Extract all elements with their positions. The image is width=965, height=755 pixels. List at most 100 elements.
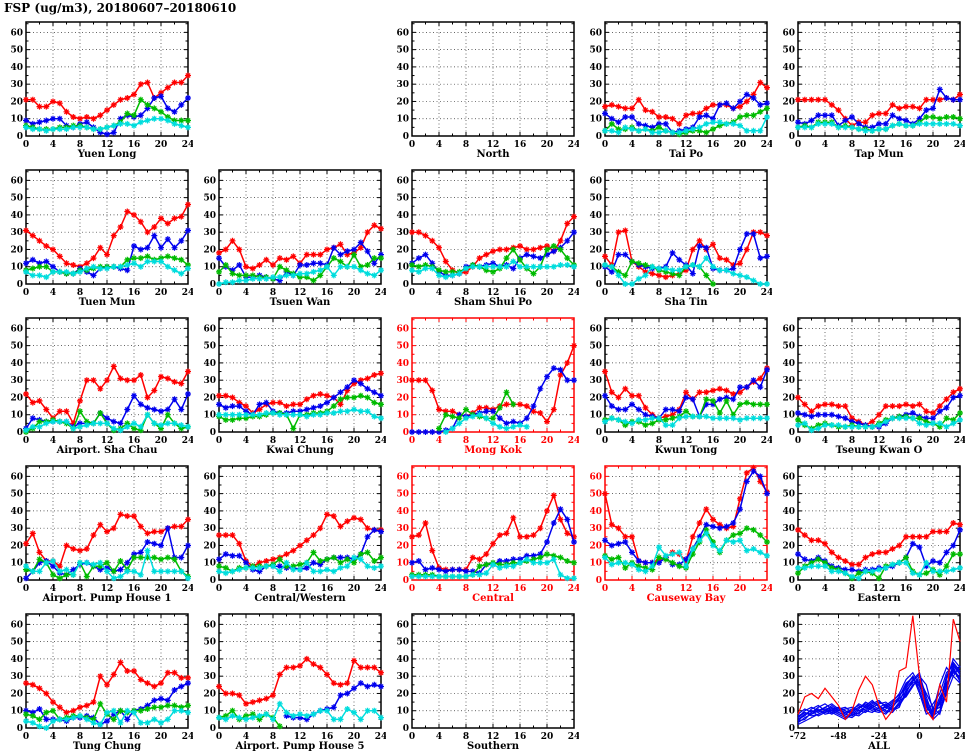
y-tick-label: 50 xyxy=(203,194,216,204)
series-markers-cyan xyxy=(23,258,191,281)
series-markers-red xyxy=(216,655,384,707)
x-tick-label: 0 xyxy=(916,732,922,742)
x-tick-label: 24 xyxy=(568,140,579,150)
x-tick-label: 0 xyxy=(216,584,222,594)
chart-svg: 0 10 20 30 40 50 60 0 4 8 12 16 20 24 Kwun Tong xyxy=(589,317,773,456)
y-tick-label: 10 xyxy=(10,263,23,273)
chart-svg: 0 10 20 30 40 50 60 0 4 8 12 16 20 24 Yuen Long xyxy=(10,21,194,160)
x-tick-label: 16 xyxy=(900,140,913,150)
x-tick-label: 24 xyxy=(375,288,386,298)
y-tick-label: 30 xyxy=(782,80,795,90)
x-tick-label: 24 xyxy=(568,584,579,594)
series-line-blue xyxy=(797,670,961,715)
y-tick-label: 10 xyxy=(10,559,23,569)
y-tick-label: 50 xyxy=(203,638,216,648)
y-tick-label: 60 xyxy=(396,620,409,630)
x-tick-label: 8 xyxy=(77,140,83,150)
chart-svg: 0 10 20 30 40 50 60 0 4 8 12 16 20 24 Airport. Pump Ho… xyxy=(10,465,194,604)
series-markers-cyan xyxy=(23,115,191,134)
y-tick-label: 40 xyxy=(10,359,23,369)
x-tick-label: 20 xyxy=(155,140,168,150)
y-tick-label: 60 xyxy=(203,324,216,334)
chart-svg: 0 10 20 30 40 50 60 0 4 8 12 16 20 24 Sha Tin xyxy=(589,169,773,308)
y-tick-label: 60 xyxy=(203,472,216,482)
chart-svg: 0 10 20 30 40 50 60 0 4 8 12 16 20 24 Tung Chung xyxy=(10,613,194,752)
y-tick-label: 0 xyxy=(596,576,602,586)
y-tick-label: 40 xyxy=(10,655,23,665)
chart-svg: 0 10 20 30 40 50 60 0 4 8 12 16 20 24 Airport. Sha Cha… xyxy=(10,317,194,456)
series-markers-red xyxy=(23,363,191,427)
x-tick-label: 20 xyxy=(927,436,940,446)
x-tick-label: 24 xyxy=(375,584,386,594)
y-tick-label: 30 xyxy=(10,80,23,90)
y-tick-label: 60 xyxy=(396,472,409,482)
y-tick-label: 10 xyxy=(782,707,795,717)
x-tick-label: 4 xyxy=(50,584,56,594)
y-tick-label: 60 xyxy=(10,28,23,38)
x-tick-label: 16 xyxy=(707,288,720,298)
x-tick-label: 12 xyxy=(294,288,307,298)
y-tick-label: 0 xyxy=(789,132,795,142)
x-tick-label: -72 xyxy=(790,732,806,742)
y-tick-label: 20 xyxy=(782,541,795,551)
x-tick-label: 4 xyxy=(243,288,249,298)
x-tick-label: 12 xyxy=(294,732,307,742)
x-tick-label: 12 xyxy=(487,288,500,298)
series-markers-cyan xyxy=(602,114,770,136)
x-tick-label: 4 xyxy=(436,584,442,594)
y-tick-label: 20 xyxy=(10,393,23,403)
series-markers-cyan xyxy=(23,547,191,582)
x-tick-label: 16 xyxy=(900,436,913,446)
series-line-blue xyxy=(797,668,961,719)
y-tick-label: 0 xyxy=(17,576,23,586)
y-tick-label: 40 xyxy=(10,211,23,221)
y-tick-label: 30 xyxy=(782,672,795,682)
x-tick-label: 12 xyxy=(101,436,114,446)
y-tick-label: 0 xyxy=(210,280,216,290)
x-tick-label: 4 xyxy=(243,584,249,594)
series-markers-cyan xyxy=(602,413,770,429)
x-tick-label: 8 xyxy=(656,288,662,298)
series-markers-cyan xyxy=(795,559,963,582)
x-tick-label: 20 xyxy=(734,140,747,150)
chart-panel-kwun-tong: 0 10 20 30 40 50 60 0 4 8 12 16 20 24 Kwun Tong xyxy=(579,309,773,457)
y-tick-label: 20 xyxy=(203,689,216,699)
x-tick-label: 12 xyxy=(680,436,693,446)
x-tick-label: 8 xyxy=(270,288,276,298)
series-markers-cyan xyxy=(602,530,770,575)
y-tick-label: 50 xyxy=(203,342,216,352)
x-tick-label: 0 xyxy=(602,288,608,298)
figure-title: FSP (ug/m3), 20180607–20180610 xyxy=(4,1,237,15)
x-tick-label: 8 xyxy=(656,140,662,150)
x-tick-label: 4 xyxy=(822,140,828,150)
y-tick-label: 0 xyxy=(403,576,409,586)
panel-title: Tung Chung xyxy=(73,741,141,752)
x-tick-label: 16 xyxy=(514,140,527,150)
x-tick-label: 8 xyxy=(77,436,83,446)
x-tick-label: 4 xyxy=(629,584,635,594)
series-markers-red xyxy=(795,520,963,568)
y-tick-label: 10 xyxy=(396,411,409,421)
panel-title: North xyxy=(477,149,511,160)
y-tick-label: 10 xyxy=(203,263,216,273)
y-tick-label: 10 xyxy=(589,559,602,569)
x-tick-label: 0 xyxy=(409,140,415,150)
chart-panel-airport-pump-house-1: 0 10 20 30 40 50 60 0 4 8 12 16 20 24 Airport. Pump Ho… xyxy=(0,457,194,605)
x-tick-label: 4 xyxy=(822,436,828,446)
x-tick-label: 0 xyxy=(409,288,415,298)
y-tick-label: 0 xyxy=(403,428,409,438)
chart-svg: 0 10 20 30 40 50 60 0 4 8 12 16 20 24 Kwai Chung xyxy=(203,317,387,456)
x-tick-label: 20 xyxy=(927,584,940,594)
chart-panel-airport-sha-chau: 0 10 20 30 40 50 60 0 4 8 12 16 20 24 Airport. Sha Cha… xyxy=(0,309,194,457)
series-markers-cyan xyxy=(602,255,770,287)
y-tick-label: 40 xyxy=(589,211,602,221)
x-tick-label: 24 xyxy=(568,436,579,446)
y-tick-label: 0 xyxy=(403,724,409,734)
y-tick-label: 60 xyxy=(10,176,23,186)
x-tick-label: 12 xyxy=(680,584,693,594)
y-tick-label: 20 xyxy=(203,541,216,551)
y-tick-label: 10 xyxy=(10,411,23,421)
x-tick-label: 16 xyxy=(707,436,720,446)
y-tick-label: 10 xyxy=(396,115,409,125)
y-tick-label: 30 xyxy=(203,376,216,386)
